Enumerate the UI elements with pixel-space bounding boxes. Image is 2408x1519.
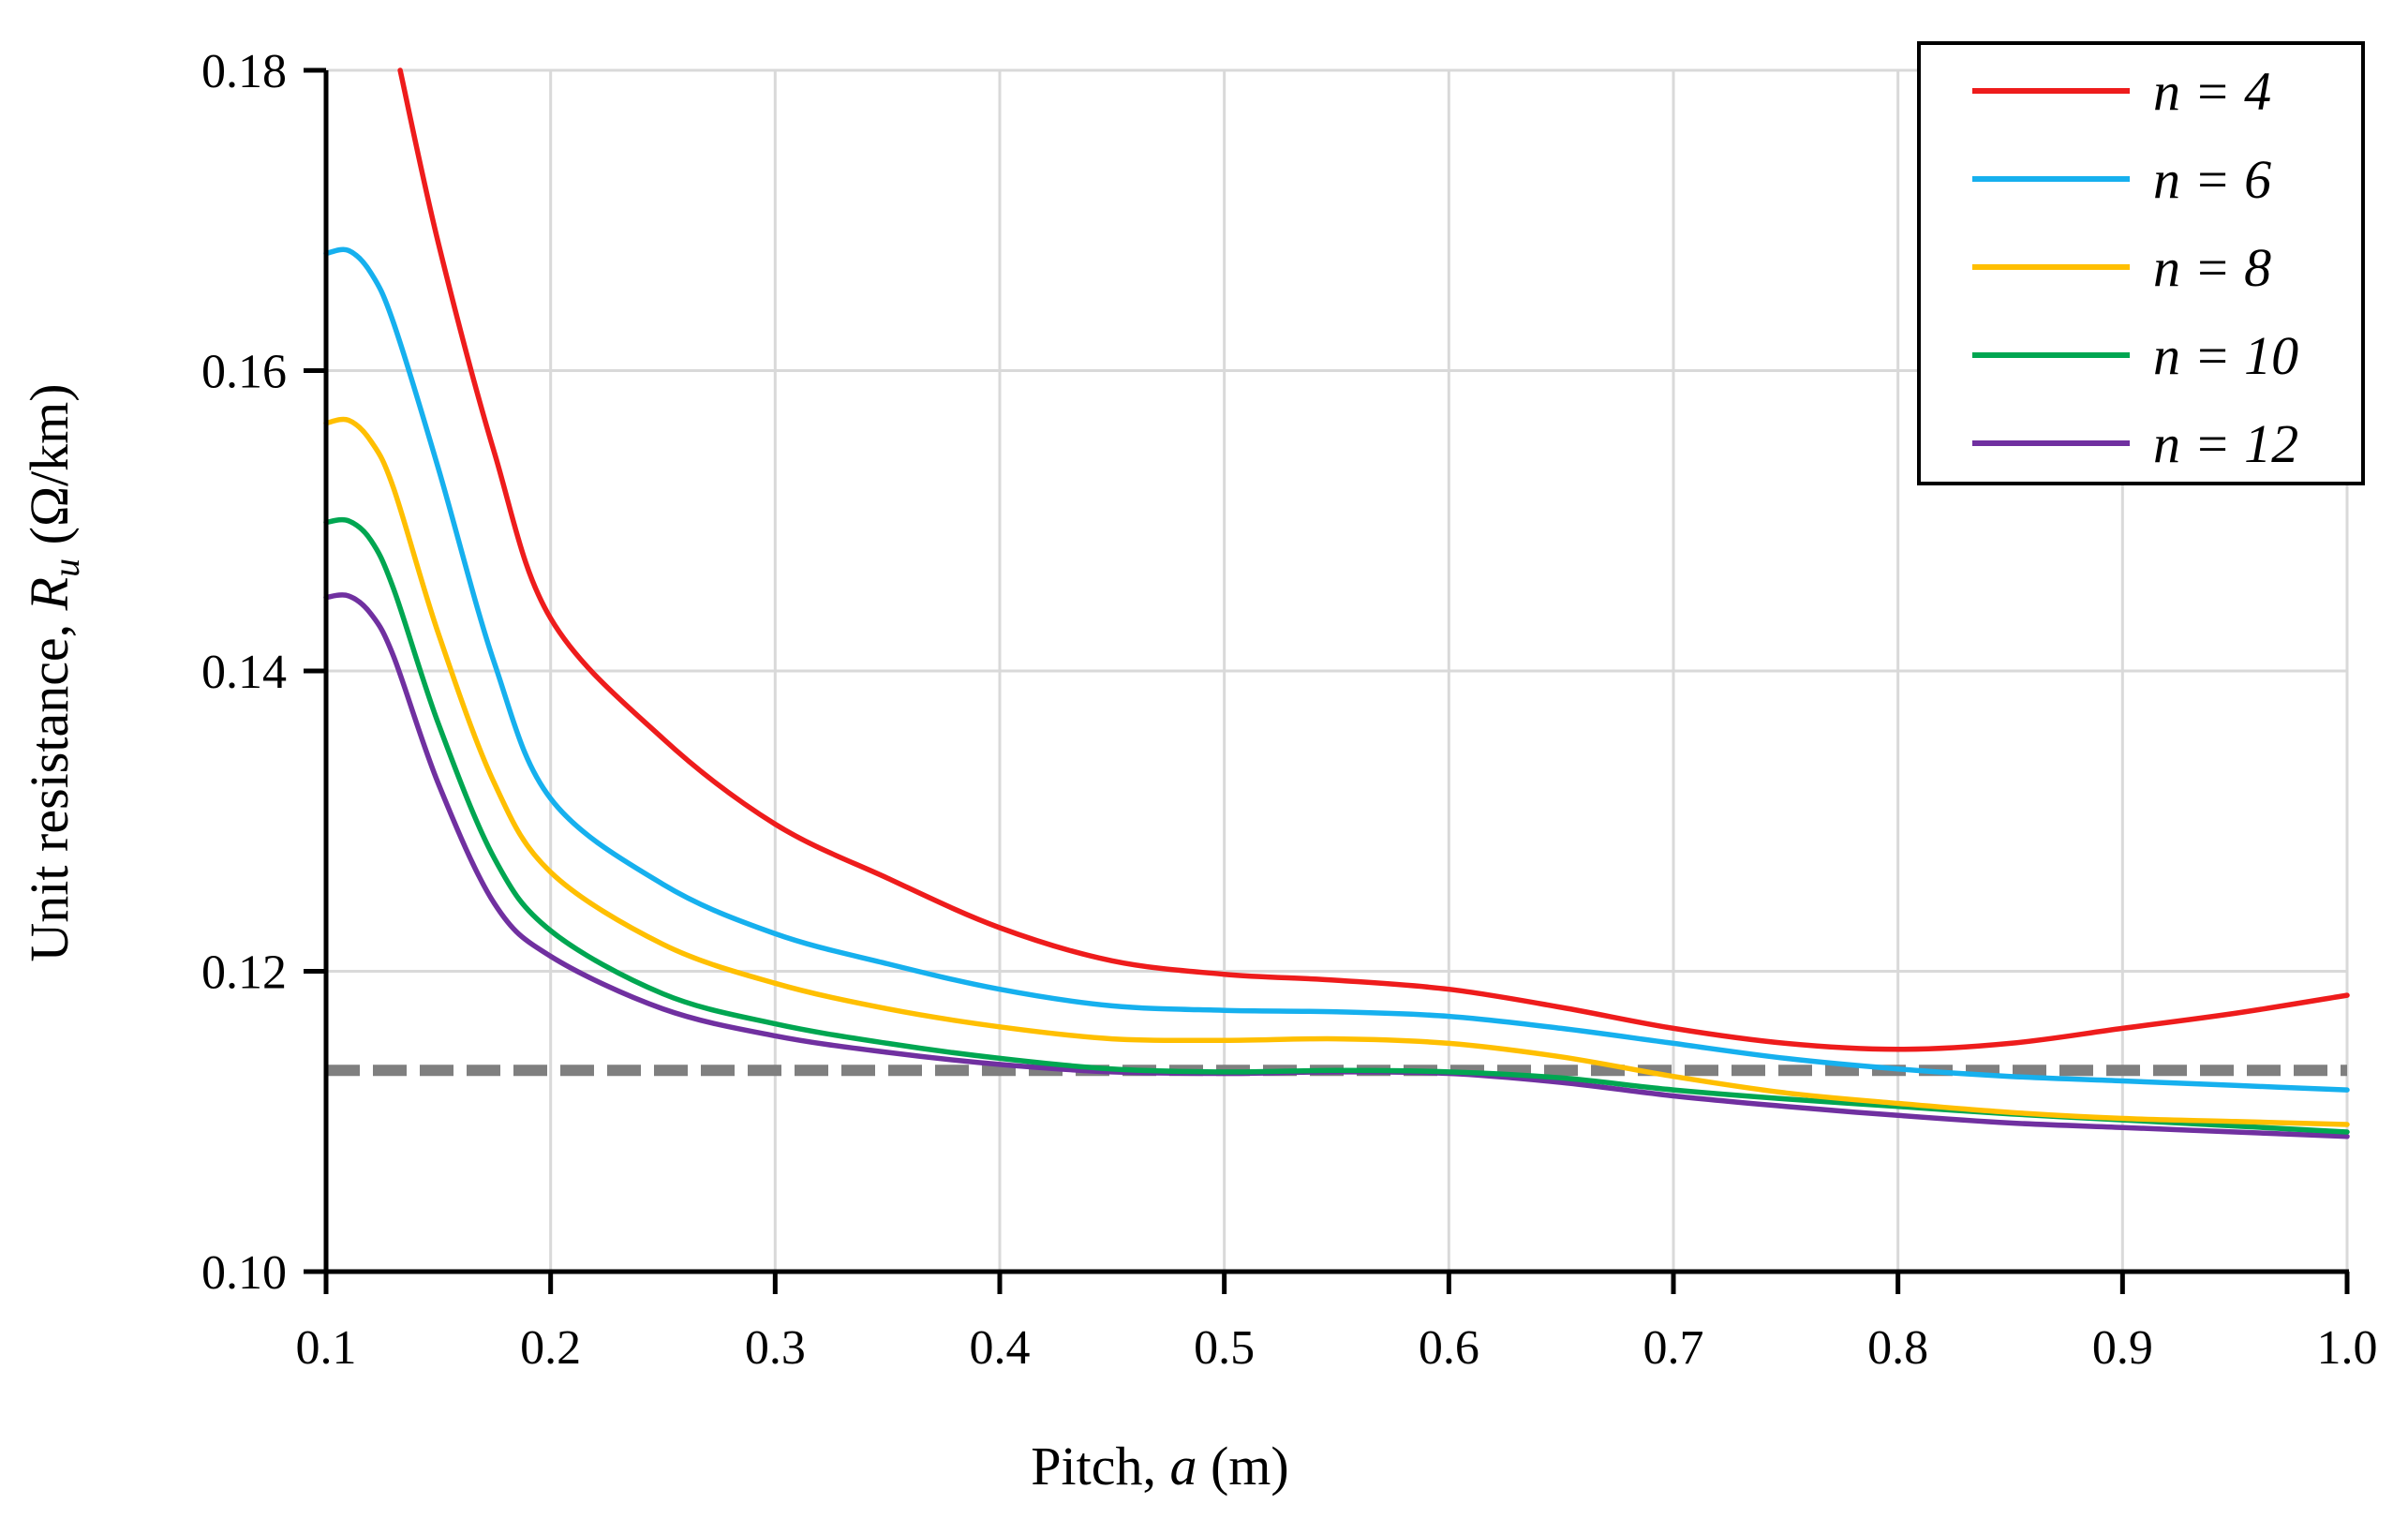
- legend-label-n-12: n = 12: [2153, 413, 2298, 474]
- y-tick-label-0.18: 0.18: [201, 45, 287, 98]
- x-tick-label-0.4: 0.4: [970, 1321, 1031, 1375]
- x-tick-label-1.0: 1.0: [2317, 1321, 2378, 1375]
- y-tick-label-0.10: 0.10: [201, 1246, 287, 1300]
- axes: [304, 67, 2350, 1294]
- x-axis-title: Pitch, a (m): [1031, 1436, 1288, 1497]
- y-tick-label-0.12: 0.12: [201, 946, 287, 1000]
- y-tick-label-0.14: 0.14: [201, 646, 287, 699]
- x-tick-label-0.3: 0.3: [745, 1321, 806, 1375]
- legend-label-n-10: n = 10: [2153, 325, 2298, 386]
- y-axis-title: Unit resistance, Ru (Ω/km): [19, 383, 87, 961]
- series-line-n-4: [397, 67, 2350, 1052]
- x-tick-label-0.9: 0.9: [2092, 1321, 2153, 1375]
- legend-label-n-6: n = 6: [2153, 149, 2271, 210]
- legend-label-n-8: n = 8: [2153, 237, 2271, 298]
- series-line-n-8: [323, 416, 2350, 1127]
- x-tick-label-0.5: 0.5: [1194, 1321, 1255, 1375]
- series-group: [323, 67, 2350, 1139]
- x-tick-label-0.2: 0.2: [520, 1321, 581, 1375]
- legend: n = 4 n = 6 n = 8 n = 10 n = 12: [1917, 41, 2365, 485]
- legend-box: [1917, 41, 2365, 485]
- legend-label-n-4: n = 4: [2153, 61, 2271, 122]
- x-tick-label-0.7: 0.7: [1643, 1321, 1704, 1375]
- series-line-n-6: [323, 246, 2350, 1093]
- tick-labels: 0.10 0.12 0.14 0.16 0.18 0.1 0.2 0.3 0.4 0.5 0.6 0.…: [201, 45, 2378, 1375]
- x-tick-label-0.1: 0.1: [296, 1321, 357, 1375]
- x-tick-label-0.8: 0.8: [1867, 1321, 1928, 1375]
- x-tick-label-0.6: 0.6: [1419, 1321, 1479, 1375]
- series-line-n-12: [323, 592, 2350, 1139]
- y-tick-label-0.16: 0.16: [201, 346, 287, 399]
